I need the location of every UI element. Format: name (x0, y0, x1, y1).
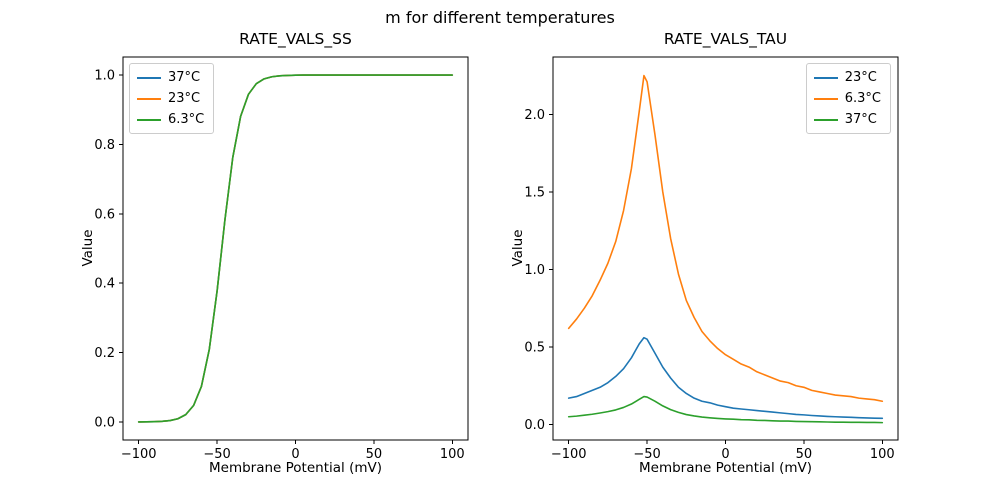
y-tick-label: 0.0 (524, 418, 545, 433)
y-tick-label: 0.8 (94, 138, 115, 153)
legend-label: 37°C (168, 70, 201, 85)
series-line-37°C (567, 395, 884, 424)
legend-line-sample (137, 118, 161, 121)
x-tick-label: 50 (796, 447, 813, 462)
series-line-23°C (567, 336, 884, 420)
y-tick-label: 2.0 (524, 108, 545, 123)
legend-label: 23°C (168, 91, 201, 106)
y-tick-label: 1.5 (524, 185, 545, 200)
legend-label: 23°C (844, 70, 877, 85)
y-tick-label: 0.5 (524, 340, 545, 355)
y-tick-label: 0.4 (94, 277, 115, 292)
legend-tau: 23°C 6.3°C 37°C (805, 63, 891, 134)
legend-line-sample (813, 118, 838, 121)
y-tick-label: 1.0 (94, 69, 115, 84)
legend-item: 37°C (137, 69, 204, 86)
subplot-tau-title: RATE_VALS_TAU (663, 30, 788, 48)
x-tick-label: −50 (633, 447, 660, 462)
subplot-ss-title: RATE_VALS_SS (239, 30, 352, 48)
x-tick-label: 0 (291, 447, 299, 462)
y-tick-label: 0.0 (94, 415, 115, 430)
legend-line-sample (137, 76, 161, 79)
y-tick-label: 0.6 (94, 207, 115, 222)
series-line-6.3°C (567, 74, 884, 403)
axes-frame (122, 56, 469, 441)
x-tick-label: −100 (121, 447, 157, 462)
subplot-ss-ylabel: Value (80, 229, 96, 267)
x-tick-label: 100 (870, 447, 895, 462)
legend-line-sample (137, 97, 161, 100)
legend-line-sample (813, 76, 838, 79)
x-tick-label: 100 (440, 447, 465, 462)
y-tick-label: 0.2 (94, 346, 115, 361)
series-line-6.3°C (137, 74, 454, 423)
legend-item: 6.3°C (813, 90, 881, 107)
axes-frame (552, 56, 899, 441)
legend-ss: 37°C 23°C 6.3°C (129, 63, 215, 134)
legend-line-sample (813, 97, 838, 100)
legend-label: 6.3°C (168, 112, 205, 127)
x-tick-label: −100 (551, 447, 587, 462)
x-tick-label: −50 (203, 447, 230, 462)
legend-item: 37°C (813, 111, 881, 128)
x-tick-label: 0 (721, 447, 729, 462)
y-tick-label: 1.0 (524, 263, 545, 278)
legend-item: 23°C (137, 90, 204, 107)
legend-label: 6.3°C (844, 91, 881, 106)
legend-label: 37°C (844, 112, 877, 127)
x-tick-label: 50 (366, 447, 383, 462)
subplot-ss-xlabel: Membrane Potential (mV) (208, 460, 382, 476)
figure-title: m for different temperatures (385, 8, 615, 27)
subplot-tau-xlabel: Membrane Potential (mV) (638, 460, 812, 476)
subplot-tau-ylabel: Value (510, 229, 526, 267)
legend-item: 6.3°C (137, 111, 204, 128)
legend-item: 23°C (813, 69, 881, 86)
